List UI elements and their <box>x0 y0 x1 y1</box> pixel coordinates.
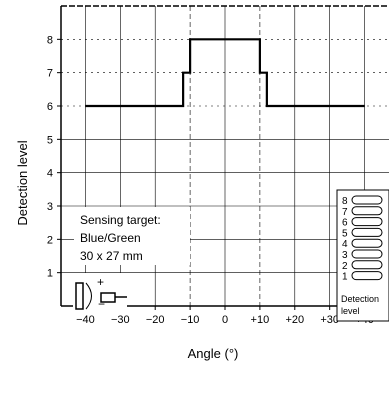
annotation-line-2: Blue/Green <box>80 231 141 245</box>
indicator-level-label: 3 <box>342 250 348 261</box>
tick-labels: −40−30−20−100+10+20+30+4012345678 <box>47 34 374 326</box>
sensor-symbol: + − <box>73 273 127 313</box>
x-tick-label: −20 <box>146 314 165 326</box>
x-tick-label: 0 <box>222 314 228 326</box>
target-plate-icon <box>75 282 84 310</box>
indicator-level-label: 7 <box>342 207 348 218</box>
detection-level-line <box>85 38 365 108</box>
sensor-plus-label: + <box>97 275 104 289</box>
y-tick-label: 6 <box>47 101 53 113</box>
sensor-symbol-background <box>73 273 127 313</box>
x-tick-label: −40 <box>76 314 95 326</box>
annotation-background <box>74 207 190 265</box>
indicator-level-label: 5 <box>342 228 348 239</box>
x-tick-label: −10 <box>181 314 200 326</box>
sensor-minus-label: − <box>98 297 105 311</box>
y-tick-label: 1 <box>47 268 53 280</box>
y-tick-label: 4 <box>47 168 53 180</box>
x-axis-title: Angle (°) <box>188 346 239 361</box>
indicator-level-label: 1 <box>342 272 348 283</box>
y-tick-label: 5 <box>47 134 53 146</box>
y-tick-label: 8 <box>47 34 53 46</box>
annotation-line-1: Sensing target: <box>80 213 161 227</box>
indicator-led-icon <box>351 271 383 281</box>
indicator-led-icon <box>351 249 383 259</box>
x-tick-label: +20 <box>285 314 304 326</box>
series <box>85 38 365 108</box>
annotation: Sensing target: Blue/Green 30 x 27 mm <box>74 207 190 265</box>
indicator-caption-line-2: level <box>341 306 360 316</box>
y-axis-title: Detection level <box>15 140 30 225</box>
indicator-level-label: 2 <box>342 261 348 272</box>
indicator-level-label: 6 <box>342 218 348 229</box>
x-tick-label: −30 <box>111 314 130 326</box>
x-tick-label: +30 <box>320 314 339 326</box>
indicator-led-icon <box>351 260 383 270</box>
indicator-led-icon <box>351 206 383 216</box>
x-tick-label: +10 <box>251 314 270 326</box>
indicator-level-label: 4 <box>342 239 348 250</box>
indicator-caption-line-1: Detection <box>341 294 379 304</box>
annotation-line-3: 30 x 27 mm <box>80 249 143 263</box>
y-tick-label: 3 <box>47 201 53 213</box>
indicator-led-icon <box>351 217 383 227</box>
y-tick-label: 2 <box>47 234 53 246</box>
indicator-level-label: 8 <box>342 196 348 207</box>
indicator-led-icon <box>351 238 383 248</box>
indicator-led-icon <box>351 195 383 205</box>
y-tick-label: 7 <box>47 68 53 80</box>
indicator-led-icon <box>351 227 383 237</box>
beam-arc-icon <box>85 282 92 310</box>
